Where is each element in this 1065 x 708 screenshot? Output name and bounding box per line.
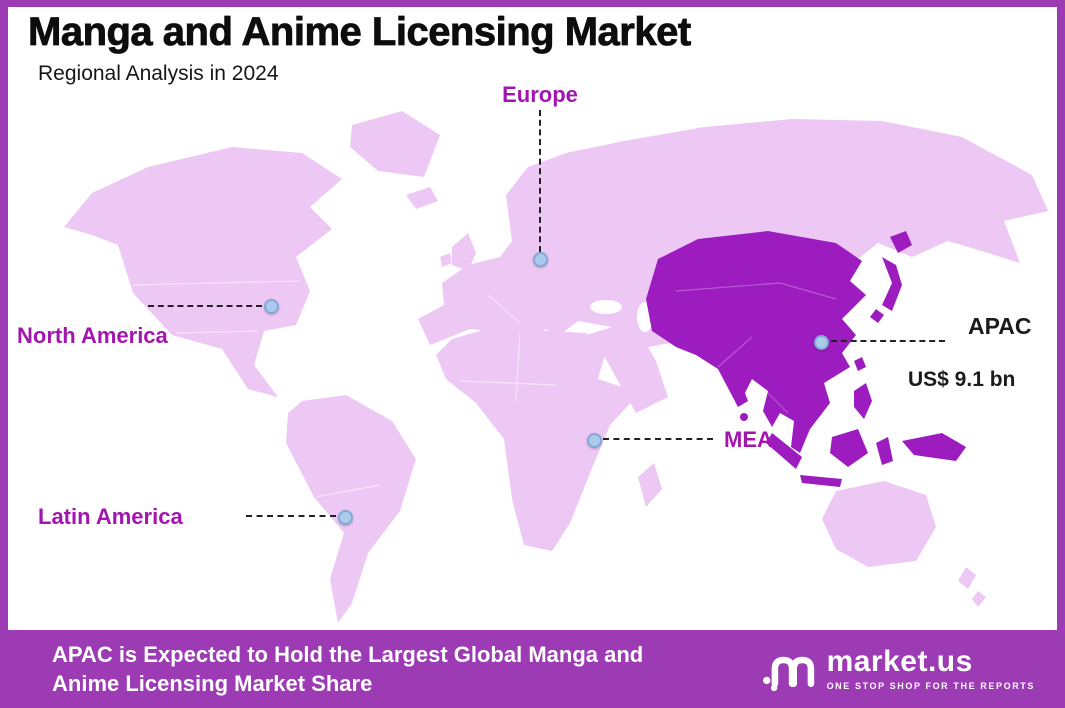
- madagascar-shape: [638, 463, 662, 507]
- africa-shape: [436, 325, 640, 551]
- label-apac: APAC: [968, 313, 1032, 339]
- uk-shape: [452, 233, 476, 271]
- philippines-shape: [854, 383, 872, 419]
- label-mea: MEA: [724, 427, 773, 452]
- apac-marker-dot: [814, 335, 829, 350]
- apac-region: [646, 231, 966, 487]
- mea-connector-line: [603, 438, 713, 440]
- sri-lanka-shape: [740, 413, 748, 421]
- footer-line-2: Anime Licensing Market Share: [52, 671, 373, 696]
- south-america-shape: [286, 395, 416, 623]
- new-guinea-shape: [902, 433, 966, 461]
- label-europe: Europe: [502, 82, 578, 107]
- mea-marker-dot: [587, 433, 602, 448]
- footer-line-1: APAC is Expected to Hold the Largest Glo…: [52, 642, 644, 667]
- apac-connector-line: [831, 340, 945, 342]
- iceland-shape: [406, 187, 438, 209]
- latin-america-connector-line: [246, 515, 336, 517]
- eurasia-shape: [418, 119, 1048, 413]
- footer-text: APAC is Expected to Hold the Largest Glo…: [52, 640, 643, 698]
- north-america-connector-line: [148, 305, 262, 307]
- new-zealand-shape: [958, 567, 986, 607]
- europe-connector-line: [539, 110, 541, 252]
- brand-name: market.us: [826, 645, 973, 678]
- frame-right: [1057, 0, 1065, 708]
- page-title: Manga and Anime Licensing Market: [28, 10, 692, 55]
- black-sea: [590, 300, 622, 314]
- frame-left: [0, 0, 8, 708]
- apac-value: US$ 9.1 bn: [908, 368, 1016, 391]
- frame-top: [0, 0, 1065, 7]
- apac-mainland-shape: [646, 231, 866, 453]
- latin-america-marker-dot: [338, 510, 353, 525]
- brand-words: market.us ONE STOP SHOP FOR THE REPORTS: [826, 645, 1035, 692]
- sulawesi-shape: [876, 437, 893, 465]
- taiwan-shape: [854, 357, 866, 371]
- label-latin-america: Latin America: [38, 504, 183, 529]
- ireland-shape: [440, 253, 452, 267]
- country-borders: [132, 280, 557, 498]
- japan-shape: [870, 231, 912, 323]
- footer-banner: APAC is Expected to Hold the Largest Glo…: [0, 630, 1065, 708]
- europe-marker-dot: [533, 252, 548, 267]
- java-shape: [800, 475, 842, 487]
- australia-shape: [822, 481, 936, 567]
- label-north-america: North America: [17, 323, 168, 348]
- sumatra-shape: [766, 433, 802, 469]
- market-us-logo-icon: [762, 656, 814, 692]
- brand-tagline: ONE STOP SHOP FOR THE REPORTS: [826, 681, 1035, 691]
- borneo-shape: [830, 429, 868, 467]
- north-america-shape: [64, 147, 342, 397]
- greenland-shape: [350, 111, 440, 177]
- landmasses-light: [64, 111, 1048, 623]
- apac-country-borders: [675, 282, 837, 414]
- world-map: [64, 111, 1048, 623]
- page-subtitle: Regional Analysis in 2024: [38, 62, 279, 85]
- brand-block: market.us ONE STOP SHOP FOR THE REPORTS: [761, 630, 1035, 708]
- north-america-marker-dot: [264, 299, 279, 314]
